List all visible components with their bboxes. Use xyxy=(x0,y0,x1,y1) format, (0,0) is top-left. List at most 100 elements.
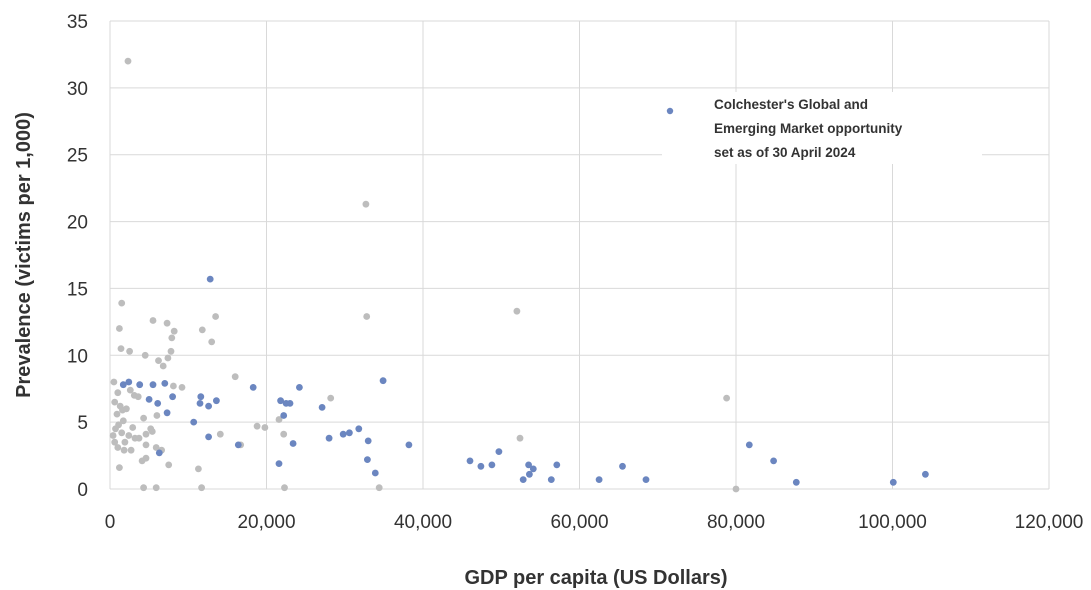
scatter-point-blue xyxy=(346,429,353,437)
scatter-point-grey xyxy=(118,429,126,437)
scatter-point-grey xyxy=(198,484,206,492)
scatter-point-blue xyxy=(190,418,198,426)
scatter-point-grey xyxy=(163,319,171,327)
scatter-point-blue xyxy=(154,400,162,407)
scatter-point-grey xyxy=(124,57,132,65)
x-tick-label: 60,000 xyxy=(550,512,608,533)
scatter-point-grey xyxy=(723,394,730,402)
scatter-point-blue xyxy=(547,476,555,483)
y-tick-label: 35 xyxy=(67,12,88,33)
scatter-point-blue xyxy=(149,381,157,389)
scatter-point-grey xyxy=(127,446,135,454)
scatter-point-blue xyxy=(477,462,485,470)
scatter-point-grey xyxy=(280,430,288,438)
scatter-point-grey xyxy=(375,484,383,492)
scatter-point-grey xyxy=(134,393,142,401)
scatter-point-blue xyxy=(286,400,294,407)
y-tick-label: 20 xyxy=(67,213,88,234)
scatter-point-grey xyxy=(125,432,133,439)
scatter-point-blue xyxy=(161,380,169,387)
scatter-point-grey xyxy=(140,484,148,492)
scatter-point-blue xyxy=(280,412,288,419)
scatter-point-blue xyxy=(770,457,777,465)
scatter-point-grey xyxy=(281,484,288,492)
y-tick-label: 0 xyxy=(77,480,88,501)
scatter-point-grey xyxy=(113,410,121,418)
scatter-point-grey xyxy=(111,398,119,406)
scatter-point-grey xyxy=(140,414,148,422)
legend: Colchester's Global and Emerging Market … xyxy=(662,92,982,164)
scatter-point-grey xyxy=(135,434,143,442)
scatter-point-grey xyxy=(159,362,167,370)
scatter-point-blue xyxy=(163,409,171,417)
scatter-point-blue xyxy=(529,465,537,473)
scatter-point-blue xyxy=(526,470,533,478)
x-axis-title: GDP per capita (US Dollars) xyxy=(464,567,727,589)
scatter-point-grey xyxy=(152,444,160,451)
x-tick-label: 100,000 xyxy=(858,512,927,533)
scatter-point-blue xyxy=(619,462,626,470)
scatter-point-grey xyxy=(231,373,239,381)
y-tick-label: 25 xyxy=(67,146,88,167)
scatter-point-grey xyxy=(142,441,150,449)
scatter-point-blue xyxy=(155,449,163,457)
scatter-point-blue xyxy=(145,396,153,403)
scatter-point-blue xyxy=(364,437,372,445)
scatter-point-grey xyxy=(275,416,283,423)
scatter-point-grey xyxy=(178,384,186,391)
scatter-point-blue xyxy=(745,441,753,449)
scatter-point-grey xyxy=(513,307,521,315)
legend-line-2: Emerging Market opportunity xyxy=(714,121,903,136)
y-tick-label: 5 xyxy=(77,413,88,434)
scatter-point-grey xyxy=(121,438,129,446)
scatter-point-grey xyxy=(155,357,162,364)
scatter-point-blue xyxy=(792,478,800,486)
data-points xyxy=(109,57,929,493)
legend-line-3: set as of 30 April 2024 xyxy=(714,145,856,160)
y-tick-label: 15 xyxy=(67,279,88,300)
scatter-point-grey xyxy=(516,434,524,442)
scatter-point-grey xyxy=(168,334,176,342)
scatter-point-grey xyxy=(164,354,172,362)
scatter-point-grey xyxy=(109,432,117,439)
scatter-point-blue xyxy=(339,430,347,438)
grid-lines xyxy=(109,20,1050,490)
x-tick-label: 40,000 xyxy=(394,512,452,533)
y-axis-tick-labels: 0 5 10 15 20 25 30 35 xyxy=(67,12,88,501)
scatter-point-grey xyxy=(118,299,126,307)
scatter-point-blue xyxy=(169,393,177,401)
scatter-point-grey xyxy=(261,424,269,431)
legend-background xyxy=(662,92,982,164)
scatter-point-grey xyxy=(167,347,175,355)
scatter-point-blue xyxy=(889,478,897,486)
scatter-point-blue xyxy=(371,469,379,477)
scatter-point-grey xyxy=(212,313,220,320)
scatter-point-grey xyxy=(142,454,150,462)
scatter-point-grey xyxy=(126,347,133,355)
y-tick-label: 30 xyxy=(67,79,88,100)
scatter-point-blue xyxy=(488,461,496,469)
scatter-point-blue xyxy=(205,402,213,410)
scatter-point-blue xyxy=(196,400,204,407)
scatter-point-grey xyxy=(126,386,134,394)
scatter-point-blue xyxy=(355,425,363,433)
y-axis-title: Prevalence (victims per 1,000) xyxy=(13,112,35,398)
scatter-point-grey xyxy=(170,327,178,335)
scatter-point-blue xyxy=(495,448,503,455)
scatter-point-grey xyxy=(363,313,371,320)
scatter-point-blue xyxy=(379,377,387,385)
scatter-point-grey xyxy=(208,338,216,346)
scatter-point-grey xyxy=(117,345,125,352)
scatter-point-grey xyxy=(114,444,122,451)
scatter-point-blue xyxy=(275,460,283,467)
scatter-point-grey xyxy=(116,325,123,332)
scatter-point-blue xyxy=(553,461,561,469)
scatter-point-blue xyxy=(519,476,527,483)
scatter-point-blue xyxy=(125,378,133,386)
scatter-point-grey xyxy=(119,417,127,425)
scatter-point-grey xyxy=(148,428,156,435)
scatter-point-blue xyxy=(289,440,297,447)
scatter-point-grey xyxy=(153,412,161,419)
scatter-point-blue xyxy=(119,381,127,389)
